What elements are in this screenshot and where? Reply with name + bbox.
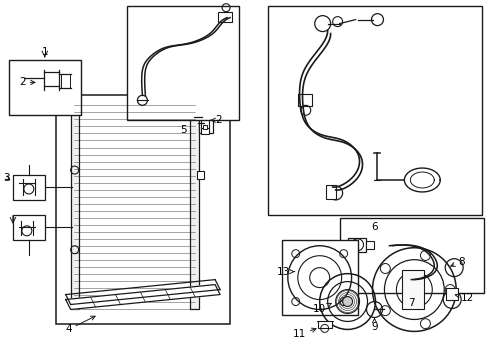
Bar [267, 6, 481, 215]
Bar [127, 6, 239, 120]
Text: 8: 8 [450, 257, 464, 267]
Bar [199, 105, 213, 133]
Bar [201, 128, 209, 134]
Text: 7: 7 [407, 297, 414, 307]
Bar [281, 240, 357, 315]
Bar [218, 12, 232, 22]
Bar [446, 288, 457, 300]
Text: 5: 5 [180, 125, 186, 135]
Bar [197, 171, 203, 179]
Text: 1: 1 [41, 48, 48, 58]
Text: 10: 10 [312, 303, 330, 315]
Bar [317, 321, 331, 328]
Bar [365, 241, 373, 249]
Bar [9, 60, 81, 115]
Circle shape [342, 297, 352, 306]
Text: 2: 2 [20, 77, 35, 87]
Bar [56, 95, 229, 324]
Bar [13, 215, 45, 240]
Text: 3: 3 [3, 173, 10, 183]
Bar [203, 125, 207, 129]
Text: 12: 12 [454, 293, 473, 302]
Bar [13, 175, 45, 200]
Text: 9: 9 [370, 318, 377, 332]
Text: 13: 13 [277, 267, 294, 276]
Text: 6: 6 [370, 222, 377, 232]
Polygon shape [65, 285, 220, 310]
Bar [402, 270, 424, 310]
Text: 11: 11 [293, 328, 315, 339]
Bar [61, 75, 69, 88]
Bar [71, 105, 79, 310]
Bar [325, 185, 335, 199]
Text: 4: 4 [65, 316, 95, 334]
Bar [339, 218, 483, 293]
Bar [201, 118, 209, 128]
Text: 2: 2 [210, 115, 221, 125]
Bar [297, 94, 311, 106]
Bar [347, 238, 365, 252]
Bar [190, 105, 199, 310]
